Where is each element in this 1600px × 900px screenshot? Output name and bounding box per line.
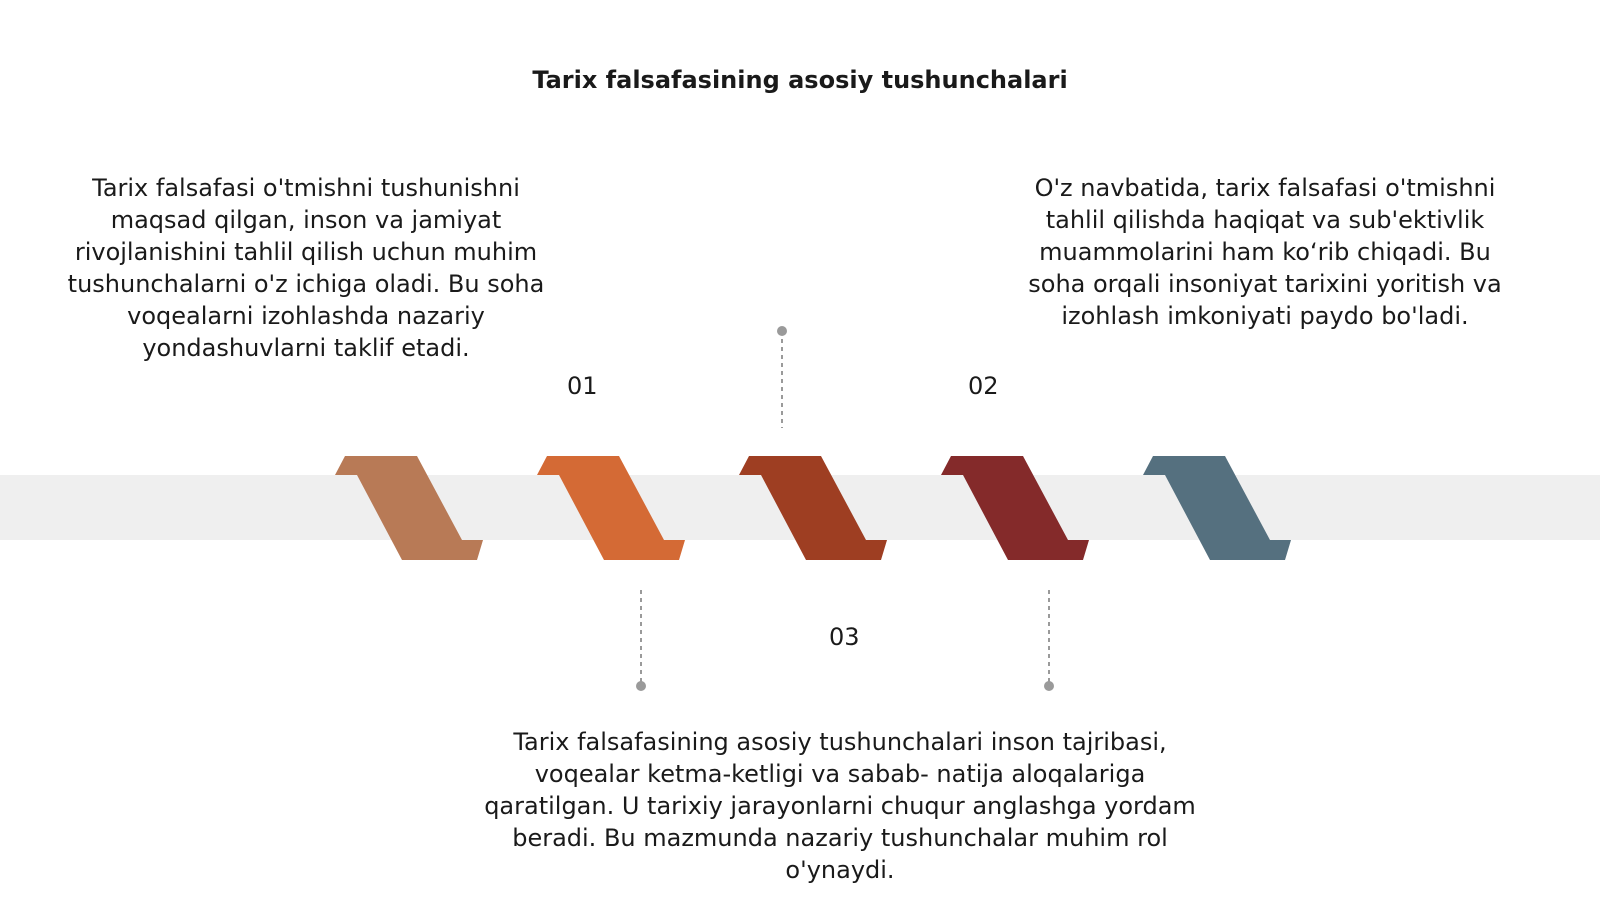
chevron-1	[335, 456, 483, 560]
step-1-number: 01	[567, 372, 598, 400]
chevron-4	[941, 456, 1089, 560]
chevron-2	[537, 456, 685, 560]
step-3-number: 03	[829, 623, 860, 651]
connector-bottom-right	[1044, 590, 1054, 691]
step-3-text: Tarix falsafasining asosiy tushunchalari…	[484, 728, 1196, 884]
step-2-text: O'z navbatida, tarix falsafasi o'tmishni…	[1028, 174, 1502, 330]
chevron-3	[739, 456, 887, 560]
connector-top	[777, 326, 787, 428]
step-1-text: Tarix falsafasi o'tmishni tushunishni ma…	[67, 174, 545, 362]
connector-bottom-left	[636, 590, 646, 691]
chevron-5	[1143, 456, 1291, 560]
step-2-number: 02	[968, 372, 999, 400]
page-title: Tarix falsafasining asosiy tushunchalari	[532, 66, 1068, 94]
